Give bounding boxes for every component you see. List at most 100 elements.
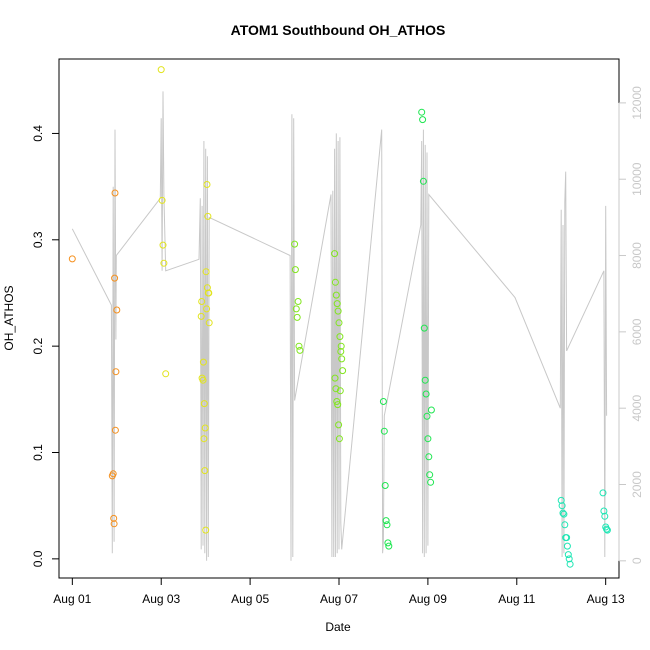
data-point: [294, 298, 302, 305]
y-tick-label: 0.3: [31, 231, 45, 248]
data-point: [333, 398, 341, 405]
data-point: [110, 520, 118, 528]
data-point: [566, 560, 574, 568]
data-point: [427, 478, 435, 486]
data-point: [379, 398, 387, 405]
data-point: [563, 542, 571, 550]
data-point: [109, 470, 117, 478]
data-point: [383, 521, 391, 529]
data-point: [199, 376, 207, 384]
y-tick-label: 0.2: [31, 337, 45, 354]
data-point: [202, 268, 210, 276]
data-point: [112, 368, 120, 376]
data-point: [203, 305, 211, 313]
data-point: [293, 313, 301, 321]
x-tick-label: Aug 03: [142, 592, 180, 606]
x-tick-label: Aug 05: [231, 592, 269, 606]
altitude-layer: [71, 91, 608, 561]
data-point: [418, 108, 426, 116]
data-point: [427, 406, 435, 414]
data-point: [291, 240, 299, 248]
data-point: [563, 534, 571, 542]
data-point: [331, 374, 339, 382]
data-point: [198, 298, 206, 305]
data-point: [331, 278, 339, 286]
data-point: [200, 435, 208, 443]
data-point: [295, 342, 303, 350]
data-point: [560, 510, 568, 518]
data-point: [420, 324, 428, 332]
data-point: [110, 514, 118, 522]
data-point: [296, 346, 304, 354]
data-point: [384, 539, 392, 547]
y2-tick-label: 6000: [630, 318, 644, 345]
y-tick-label: 0.4: [31, 125, 45, 142]
x-tick-label: Aug 07: [320, 592, 358, 606]
chart-title: ATOM1 Southbound OH_ATHOS: [231, 22, 446, 38]
data-point: [336, 333, 344, 341]
data-point: [113, 306, 121, 314]
data-point: [337, 342, 345, 350]
data-point: [68, 255, 76, 263]
data-point: [333, 300, 341, 308]
data-point: [197, 312, 205, 320]
data-point: [419, 177, 427, 185]
data-point: [331, 250, 339, 258]
data-point: [337, 348, 345, 355]
data-point: [335, 319, 343, 327]
data-point: [202, 526, 210, 534]
data-point: [338, 355, 346, 363]
data-point: [601, 512, 609, 520]
data-point: [201, 467, 209, 475]
data-point: [422, 390, 430, 398]
data-point: [332, 385, 340, 393]
data-point: [334, 307, 342, 315]
data-point: [201, 424, 209, 432]
data-point: [203, 181, 211, 188]
data-point: [558, 502, 566, 510]
data-point: [381, 482, 389, 489]
data-point: [382, 517, 390, 525]
data-point: [564, 551, 572, 559]
data-point: [111, 426, 119, 434]
data-point: [291, 266, 299, 274]
x-tick-label: Aug 09: [409, 592, 447, 606]
data-point: [559, 509, 567, 517]
y2-axis: 0 2000 4000 6000 8000 10000 12000: [618, 86, 644, 564]
data-point: [426, 471, 434, 479]
data-point: [339, 367, 347, 375]
altitude-line: [71, 91, 608, 561]
data-point: [332, 291, 340, 299]
data-point: [111, 189, 119, 197]
data-point: [599, 489, 607, 497]
data-point: [600, 507, 608, 515]
data-point: [425, 453, 433, 461]
data-point: [565, 555, 573, 563]
data-point: [419, 116, 427, 124]
y2-tick-label: 8000: [630, 242, 644, 269]
y2-tick-label: 12000: [630, 86, 644, 120]
data-point: [557, 496, 565, 504]
data-point: [380, 427, 388, 435]
data-point: [421, 376, 429, 384]
x-tick-label: Aug 11: [498, 592, 535, 606]
x-tick-label: Aug 13: [587, 592, 625, 606]
data-point: [204, 212, 212, 220]
y2-tick-label: 10000: [630, 162, 644, 196]
data-point: [200, 400, 208, 408]
data-point: [335, 421, 343, 429]
data-point: [603, 525, 611, 533]
data-point: [162, 370, 170, 378]
data-point: [199, 358, 207, 366]
data-point: [335, 435, 343, 443]
data-point: [423, 412, 431, 420]
data-point: [160, 259, 168, 267]
data-point: [334, 401, 342, 409]
data-point: [205, 289, 213, 297]
y-tick-label: 0.0: [31, 550, 45, 567]
data-point: [158, 196, 166, 204]
data-point: [111, 274, 119, 282]
data-point: [385, 542, 393, 550]
points-layer: [68, 66, 611, 568]
